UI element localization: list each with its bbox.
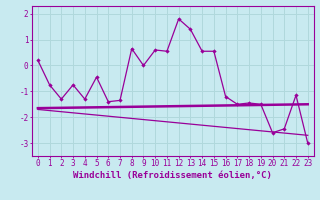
X-axis label: Windchill (Refroidissement éolien,°C): Windchill (Refroidissement éolien,°C): [73, 171, 272, 180]
